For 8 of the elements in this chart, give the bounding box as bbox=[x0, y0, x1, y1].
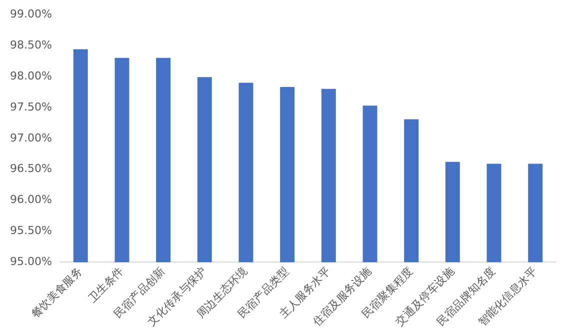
y-tick-label: 96.50% bbox=[10, 162, 52, 176]
y-tick-label: 96.00% bbox=[10, 193, 52, 206]
y-tick-label: 95.50% bbox=[10, 224, 52, 238]
y-tick-label: 98.50% bbox=[10, 38, 52, 52]
y-tick-label: 97.50% bbox=[10, 100, 52, 114]
y-tick-label: 99.00% bbox=[10, 7, 52, 20]
y-tick-label: 97.00% bbox=[10, 131, 52, 144]
y-tick-label: 98.00% bbox=[10, 69, 52, 82]
